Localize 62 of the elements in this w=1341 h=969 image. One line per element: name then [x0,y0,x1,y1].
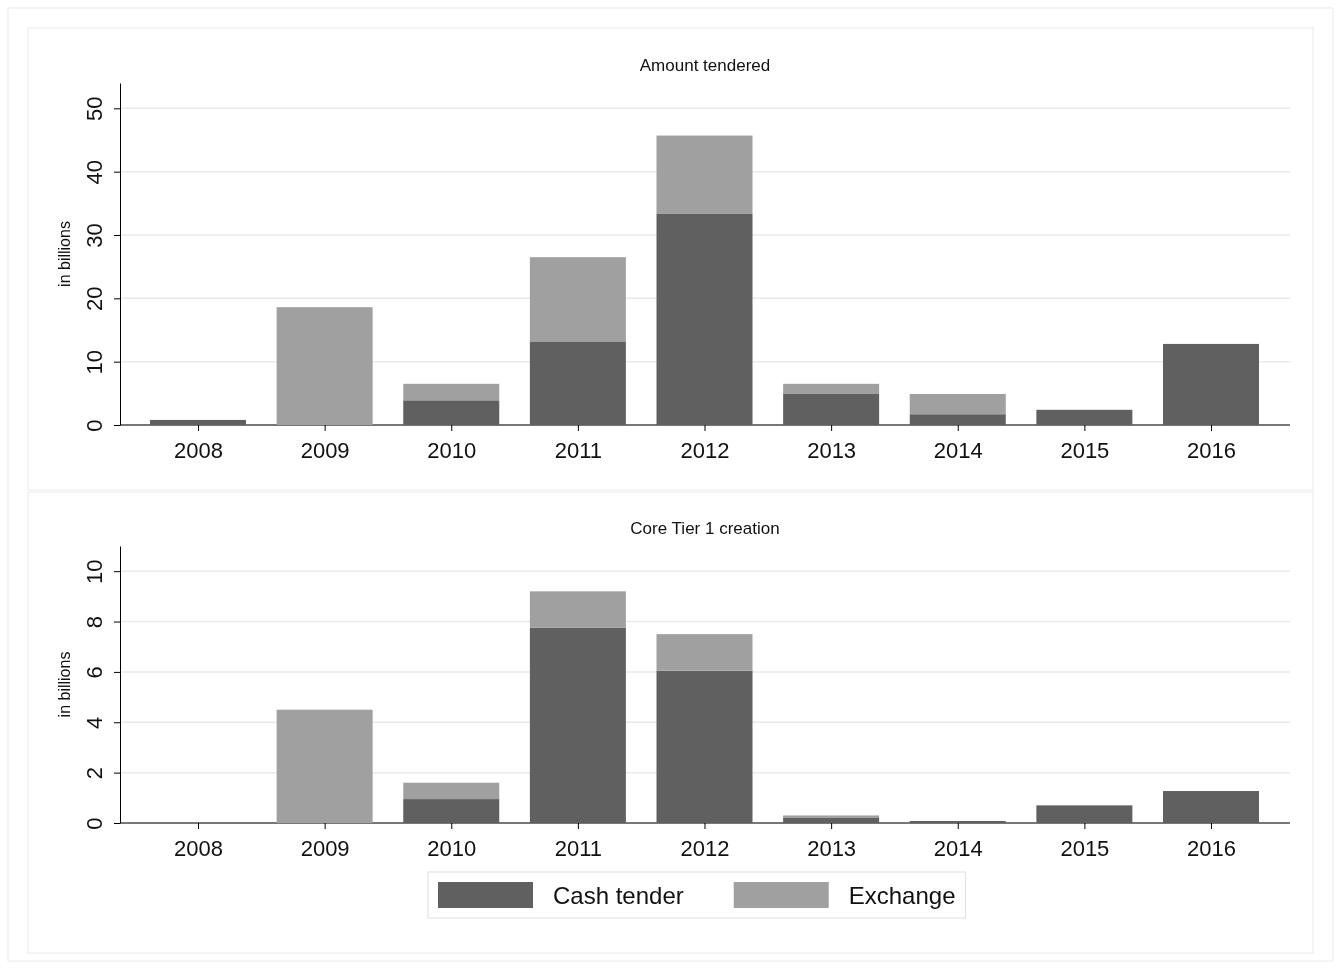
x-tick-label: 2013 [807,836,857,862]
x-tick-label: 2008 [174,438,223,464]
x-tick-label: 2011 [554,836,603,862]
x-tick-label: 2016 [1187,438,1236,464]
x-tick-label: 2011 [554,438,603,464]
y-tick-label: 2 [82,767,107,780]
y-tick-label: 10 [82,349,107,375]
bar [909,414,1006,425]
x-tick-label: 2010 [427,438,477,464]
bar [783,383,880,394]
x-tick-label: 2010 [427,836,477,862]
bar [403,782,500,800]
bar [1163,343,1259,425]
bar [276,307,373,425]
x-tick-label: 2009 [300,836,350,862]
chart-title: Amount tendered [639,56,771,75]
bar [150,419,246,425]
x-tick-label: 2012 [680,836,730,862]
x-tick-label: 2009 [300,438,350,464]
bar [783,817,880,823]
y-axis-title: in billions [56,651,73,718]
bar [403,799,500,823]
bar [656,135,753,214]
bar [1036,805,1133,823]
chart-title: Core Tier 1 creation [630,519,780,538]
bar [783,815,880,818]
y-tick-label: 0 [82,817,107,830]
y-tick-label: 4 [82,716,107,729]
bar [656,670,753,823]
y-tick-label: 20 [82,286,107,312]
bar [656,213,753,425]
bar [529,627,626,823]
bar [403,383,500,401]
bar [276,709,373,823]
y-axis-title: in billions [56,221,73,287]
x-tick-label: 2015 [1060,438,1110,464]
x-tick-label: 2014 [933,438,983,464]
bar [403,400,500,425]
y-tick-label: 30 [82,223,107,248]
bar [1036,409,1133,425]
x-tick-label: 2015 [1060,836,1110,862]
legend-label: Exchange [848,882,956,909]
legend-label: Cash tender [553,882,684,909]
y-tick-label: 0 [82,419,107,432]
bar [909,820,1006,823]
x-tick-label: 2014 [933,836,983,862]
x-tick-label: 2012 [680,438,730,464]
x-tick-label: 2016 [1187,836,1236,862]
bar [529,257,626,342]
y-tick-label: 10 [82,559,107,584]
bar [529,591,626,628]
bar [909,393,1006,415]
y-tick-label: 8 [82,615,107,629]
y-tick-label: 40 [82,159,107,185]
x-tick-label: 2008 [174,836,223,862]
x-tick-label: 2013 [807,438,857,464]
y-tick-label: 6 [82,666,107,679]
bar [783,393,880,425]
bar [529,341,626,425]
bar [1163,791,1259,823]
bar [656,634,753,671]
y-tick-label: 50 [82,96,107,122]
